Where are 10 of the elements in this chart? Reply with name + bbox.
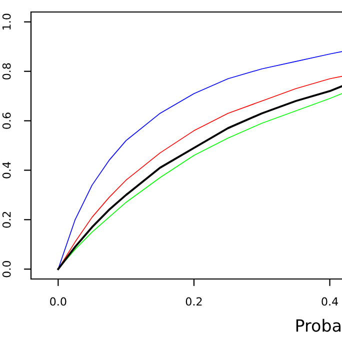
x-tick-label: 0.4 [322,297,338,306]
x-tick-label: 0.2 [186,297,202,306]
y-tick-label: 0.6 [2,112,11,129]
y-tick-label: 0.8 [2,63,11,80]
y-tick-label: 0.4 [2,162,11,178]
y-tick-label: 0.2 [2,212,11,228]
x-axis-title: Proba [296,318,340,332]
x-tick-label: 0.0 [50,297,66,306]
y-tick-label: 0.0 [2,261,11,278]
y-tick-label: 1.0 [2,14,11,30]
